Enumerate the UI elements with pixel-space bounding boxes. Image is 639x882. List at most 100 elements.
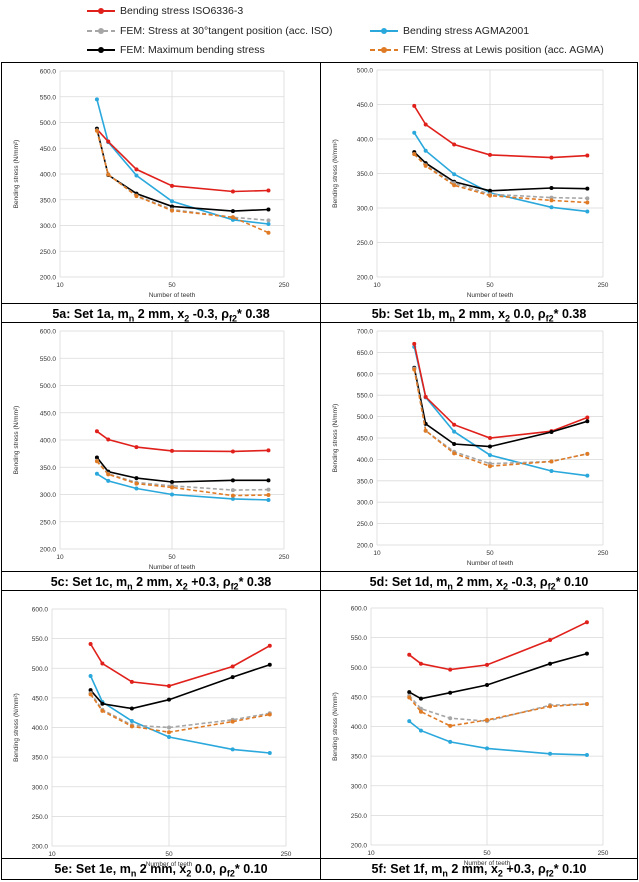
series-line-agma: [96, 99, 269, 225]
caption-part-prefix: 5c: Set 1c, m: [50, 575, 128, 589]
chart-svg-5: 200.0 250.0 300.0 350.0 400.0 450.0 500.0 550.0…: [332, 606, 609, 868]
caption-part-rho_val: * 0.38: [238, 575, 272, 589]
point-iso-5: [584, 620, 589, 625]
point-femmax-2: [452, 441, 457, 446]
point-agma-0: [412, 130, 417, 135]
caption-part-mid: 2 mm, x: [455, 307, 506, 321]
point-lewis-4: [230, 493, 235, 498]
ytick-label-6: 500.0: [32, 666, 49, 673]
grid-divider-vertical: [320, 63, 321, 879]
point-lewis-0: [407, 695, 412, 700]
caption-part-mid: 2 mm, x: [136, 862, 187, 876]
xtick-label-0: 10: [56, 282, 64, 289]
x-axis-label: Number of teeth: [467, 560, 514, 567]
point-femmax-3: [488, 188, 492, 193]
ytick-label-7: 550.0: [357, 393, 374, 400]
point-agma-3: [170, 199, 174, 204]
ytick-label-6: 500.0: [40, 120, 57, 127]
ytick-label-7: 550.0: [40, 356, 57, 363]
point-agma-4: [548, 751, 553, 756]
point-iso-4: [230, 189, 235, 194]
ytick-label-6: 500.0: [357, 414, 374, 421]
point-lewis-3: [167, 730, 171, 735]
legend: Bending stress ISO6336-3 FEM: Stress at 3…: [0, 0, 639, 62]
xtick-label-2: 250: [598, 550, 609, 557]
chart-svg-1: 200.0 250.0 300.0 350.0 400.0 450.0 500.0 10 50 2…: [332, 68, 609, 300]
ytick-label-5: 450.0: [40, 146, 57, 153]
ytick-label-8: 600.0: [32, 607, 49, 614]
point-femmax-3: [485, 683, 489, 688]
point-femmax-5: [267, 662, 272, 667]
caption-part-x_val: 0.0, ρ: [191, 862, 227, 876]
point-agma-5: [266, 497, 271, 502]
caption-part-rho_sub: f2: [545, 313, 554, 324]
point-lewis-5: [266, 230, 271, 235]
ytick-label-2: 300.0: [32, 784, 49, 791]
caption-part-rho_val: * 0.10: [553, 862, 587, 876]
series-line-agma: [96, 473, 269, 501]
ytick-label-4: 400.0: [32, 725, 49, 732]
ytick-label-8: 600.0: [357, 371, 374, 378]
caption-part-mid: 2 mm, x: [452, 575, 503, 589]
xtick-label-1: 50: [168, 282, 176, 289]
point-iso-2: [452, 142, 457, 147]
point-femmax-4: [549, 430, 554, 435]
point-iso-5: [585, 415, 590, 420]
ytick-label-0: 200.0: [351, 843, 368, 850]
point-femmax-5: [266, 478, 271, 483]
caption-part-x_sub: 2: [184, 313, 190, 324]
point-iso-1: [106, 139, 111, 144]
point-lewis-0: [94, 459, 99, 464]
point-lewis-4: [230, 719, 235, 724]
y-axis-label: Bending stress (N/mm²): [13, 140, 20, 209]
point-lewis-4: [549, 459, 554, 464]
point-lewis-2: [134, 194, 139, 199]
legend-item-1: FEM: Stress at 30°tangent position (acc.…: [86, 22, 333, 40]
y-axis-label: Bending stress (N/mm²): [13, 406, 20, 475]
caption-part-x_val: -0.3, ρ: [189, 307, 229, 321]
point-iso-3: [485, 662, 489, 667]
ytick-label-3: 350.0: [32, 755, 49, 762]
point-agma-2: [134, 173, 139, 178]
point-agma-5: [266, 221, 271, 226]
ytick-label-3: 350.0: [40, 465, 57, 472]
caption-part-x_sub: 2: [502, 581, 508, 592]
point-agma-1: [418, 728, 423, 733]
caption-part-m_sub: n: [449, 313, 456, 324]
caption-part-x_val: 0.0, ρ: [510, 307, 546, 321]
ytick-label-4: 400.0: [351, 724, 368, 731]
point-agma-5: [585, 209, 590, 214]
legend-item-2: Bending stress AGMA2001: [369, 22, 529, 40]
legend-item-4: FEM: Stress at Lewis position (acc. AGMA…: [369, 41, 604, 59]
ytick-label-7: 550.0: [40, 94, 57, 101]
series-line-agma: [89, 675, 270, 754]
series-line-iso: [96, 128, 269, 193]
chart-panel-1: 200.0 250.0 300.0 350.0 400.0 450.0 500.0 10 50 2…: [321, 63, 637, 324]
point-agma-3: [167, 734, 171, 739]
grid-divider-row-1: [2, 322, 637, 323]
point-femmax-5: [266, 207, 271, 212]
point-agma-0: [88, 673, 93, 678]
chart-svg-0: 200.0 250.0 300.0 350.0 400.0 450.0 500.0 550.0…: [13, 69, 290, 300]
point-agma-2: [452, 429, 457, 434]
point-femmax-5: [585, 186, 590, 191]
point-iso-1: [423, 122, 428, 127]
point-lewis-3: [488, 464, 492, 469]
grid-divider-row-2: [2, 590, 637, 591]
caption-part-rho_val: * 0.38: [237, 307, 270, 321]
point-lewis-4: [230, 215, 235, 220]
point-iso-5: [266, 188, 271, 193]
series-line-fem30: [408, 695, 587, 723]
point-agma-0: [407, 719, 412, 724]
legend-item-0: Bending stress ISO6336-3: [86, 2, 243, 20]
ytick-label-0: 200.0: [32, 844, 49, 851]
ytick-label-10: 700.0: [357, 329, 374, 336]
x-axis-label: Number of teeth: [464, 860, 511, 867]
point-fem30-4: [549, 195, 554, 200]
point-femmax-5: [584, 651, 589, 656]
caption-part-m_sub: n: [128, 313, 135, 324]
point-agma-4: [549, 468, 554, 473]
series-line-femmax: [96, 456, 269, 483]
caption-part-prefix: 5d: Set 1d, m: [369, 575, 448, 589]
ytick-label-4: 400.0: [357, 137, 374, 144]
